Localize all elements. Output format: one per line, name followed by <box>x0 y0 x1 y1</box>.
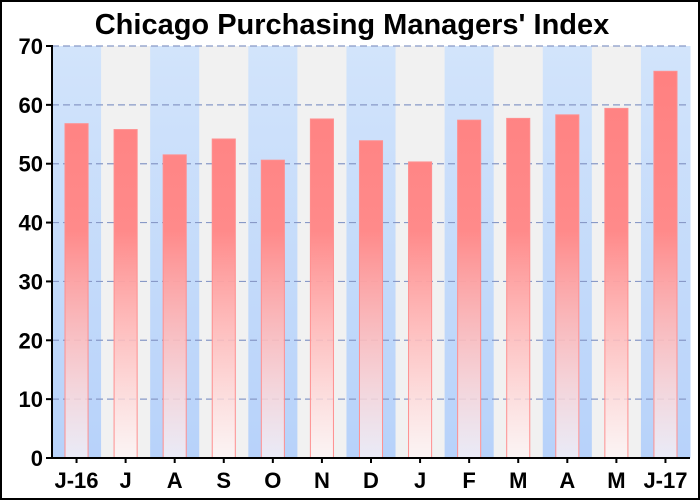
x-tick-labels: J-16 J A S O N D J F M A M J-17 <box>55 468 688 493</box>
x-tick-label: M <box>607 468 625 493</box>
bar <box>653 70 678 459</box>
x-tick-label: A <box>167 468 183 493</box>
bar <box>309 118 334 459</box>
y-tick-labels: 0 10 20 30 40 50 60 70 <box>19 34 43 471</box>
x-tick-label: S <box>216 468 231 493</box>
x-tick-label: M <box>509 468 527 493</box>
y-tick-label: 50 <box>19 152 43 177</box>
x-tick-label: A <box>559 468 575 493</box>
x-tick-label: F <box>462 468 475 493</box>
x-tick-label: J <box>414 468 426 493</box>
y-tick-label: 40 <box>19 211 43 236</box>
bar <box>64 123 89 459</box>
x-tick-label: D <box>363 468 379 493</box>
y-tick-label: 20 <box>19 328 43 353</box>
bar <box>408 161 433 459</box>
y-tick-label: 10 <box>19 387 43 412</box>
bars <box>64 70 678 459</box>
x-tick-label: J <box>119 468 131 493</box>
axes <box>46 45 690 463</box>
y-tick-label: 0 <box>31 446 43 471</box>
y-tick-label: 70 <box>19 34 43 59</box>
y-tick-label: 30 <box>19 269 43 294</box>
bar <box>113 129 138 459</box>
chart-title: Chicago Purchasing Managers' Index <box>94 9 610 41</box>
bar <box>358 140 384 459</box>
bar <box>506 117 531 459</box>
bar <box>162 154 187 459</box>
y-tick-label: 60 <box>19 93 43 118</box>
x-tick-label: J-17 <box>643 468 687 493</box>
bar <box>457 119 482 459</box>
bar <box>604 107 629 459</box>
bar <box>211 138 236 459</box>
x-tick-label: O <box>264 468 281 493</box>
bar <box>555 114 580 459</box>
bar <box>260 159 285 459</box>
x-tick-label: N <box>314 468 330 493</box>
x-tick-label: J-16 <box>55 468 99 493</box>
